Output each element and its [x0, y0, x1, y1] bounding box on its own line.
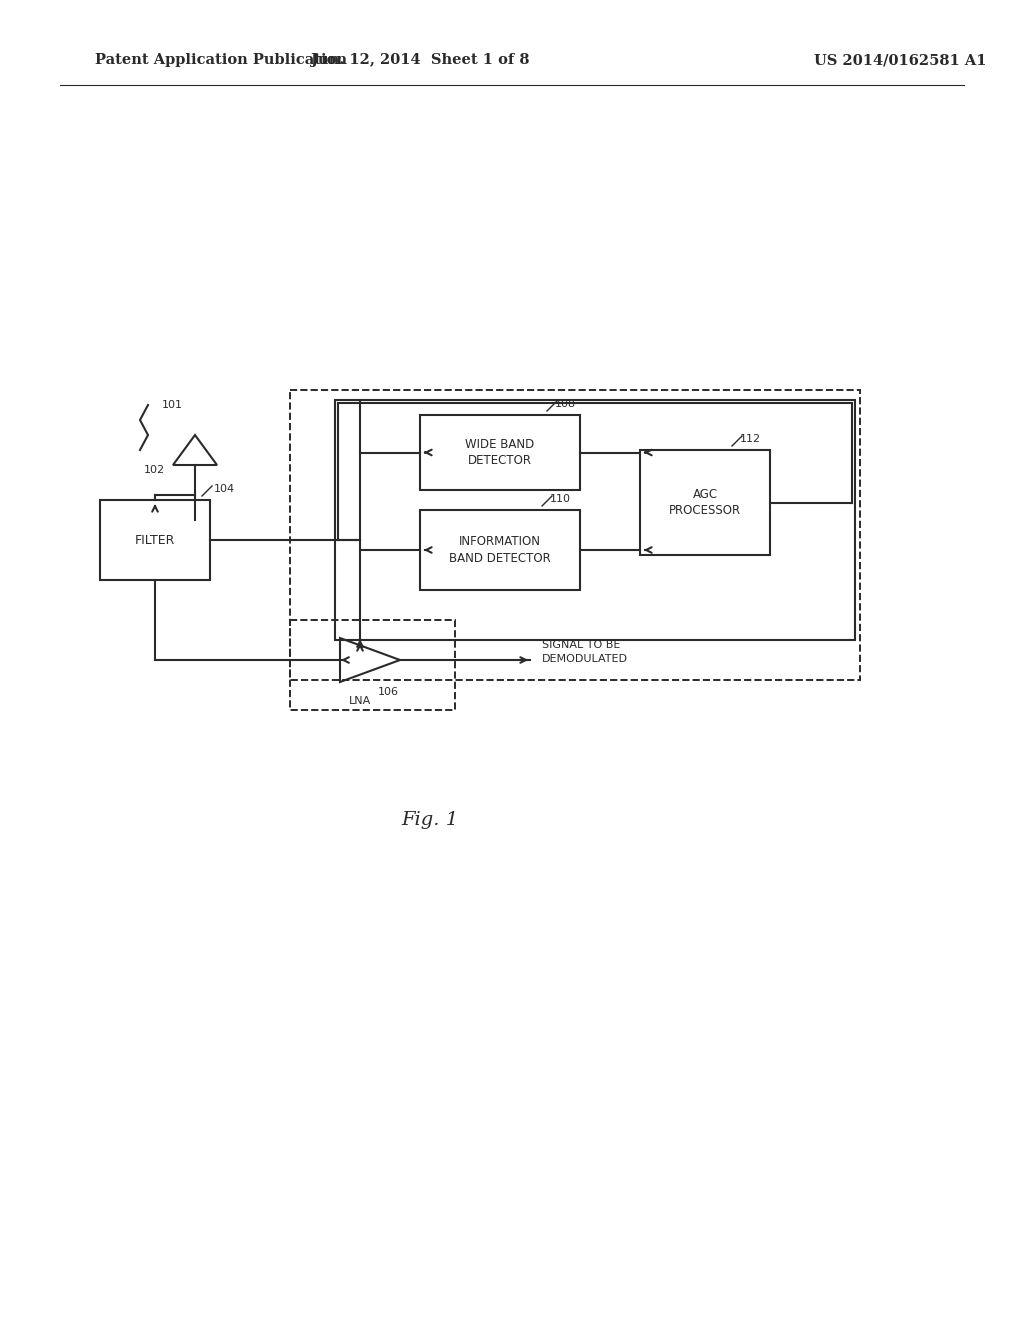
- Text: SIGNAL TO BE
DEMODULATED: SIGNAL TO BE DEMODULATED: [542, 640, 628, 664]
- Text: AGC
PROCESSOR: AGC PROCESSOR: [669, 487, 741, 517]
- Text: US 2014/0162581 A1: US 2014/0162581 A1: [814, 53, 986, 67]
- Text: 110: 110: [550, 494, 571, 504]
- Text: 112: 112: [740, 434, 761, 444]
- Text: 101: 101: [162, 400, 183, 411]
- Text: INFORMATION
BAND DETECTOR: INFORMATION BAND DETECTOR: [450, 535, 551, 565]
- Bar: [290, 389, 860, 680]
- Bar: [100, 500, 210, 579]
- Text: Jun. 12, 2014  Sheet 1 of 8: Jun. 12, 2014 Sheet 1 of 8: [310, 53, 529, 67]
- Text: Patent Application Publication: Patent Application Publication: [95, 53, 347, 67]
- Bar: [420, 414, 580, 490]
- Bar: [420, 510, 580, 590]
- Bar: [640, 450, 770, 554]
- Text: LNA: LNA: [349, 696, 371, 706]
- Bar: [290, 620, 455, 710]
- Text: WIDE BAND
DETECTOR: WIDE BAND DETECTOR: [465, 437, 535, 467]
- Text: 108: 108: [555, 399, 577, 409]
- Text: 102: 102: [144, 465, 165, 475]
- Bar: [335, 400, 855, 640]
- Text: 106: 106: [378, 686, 399, 697]
- Text: Fig. 1: Fig. 1: [401, 810, 459, 829]
- Text: FILTER: FILTER: [135, 533, 175, 546]
- Text: 104: 104: [214, 484, 236, 494]
